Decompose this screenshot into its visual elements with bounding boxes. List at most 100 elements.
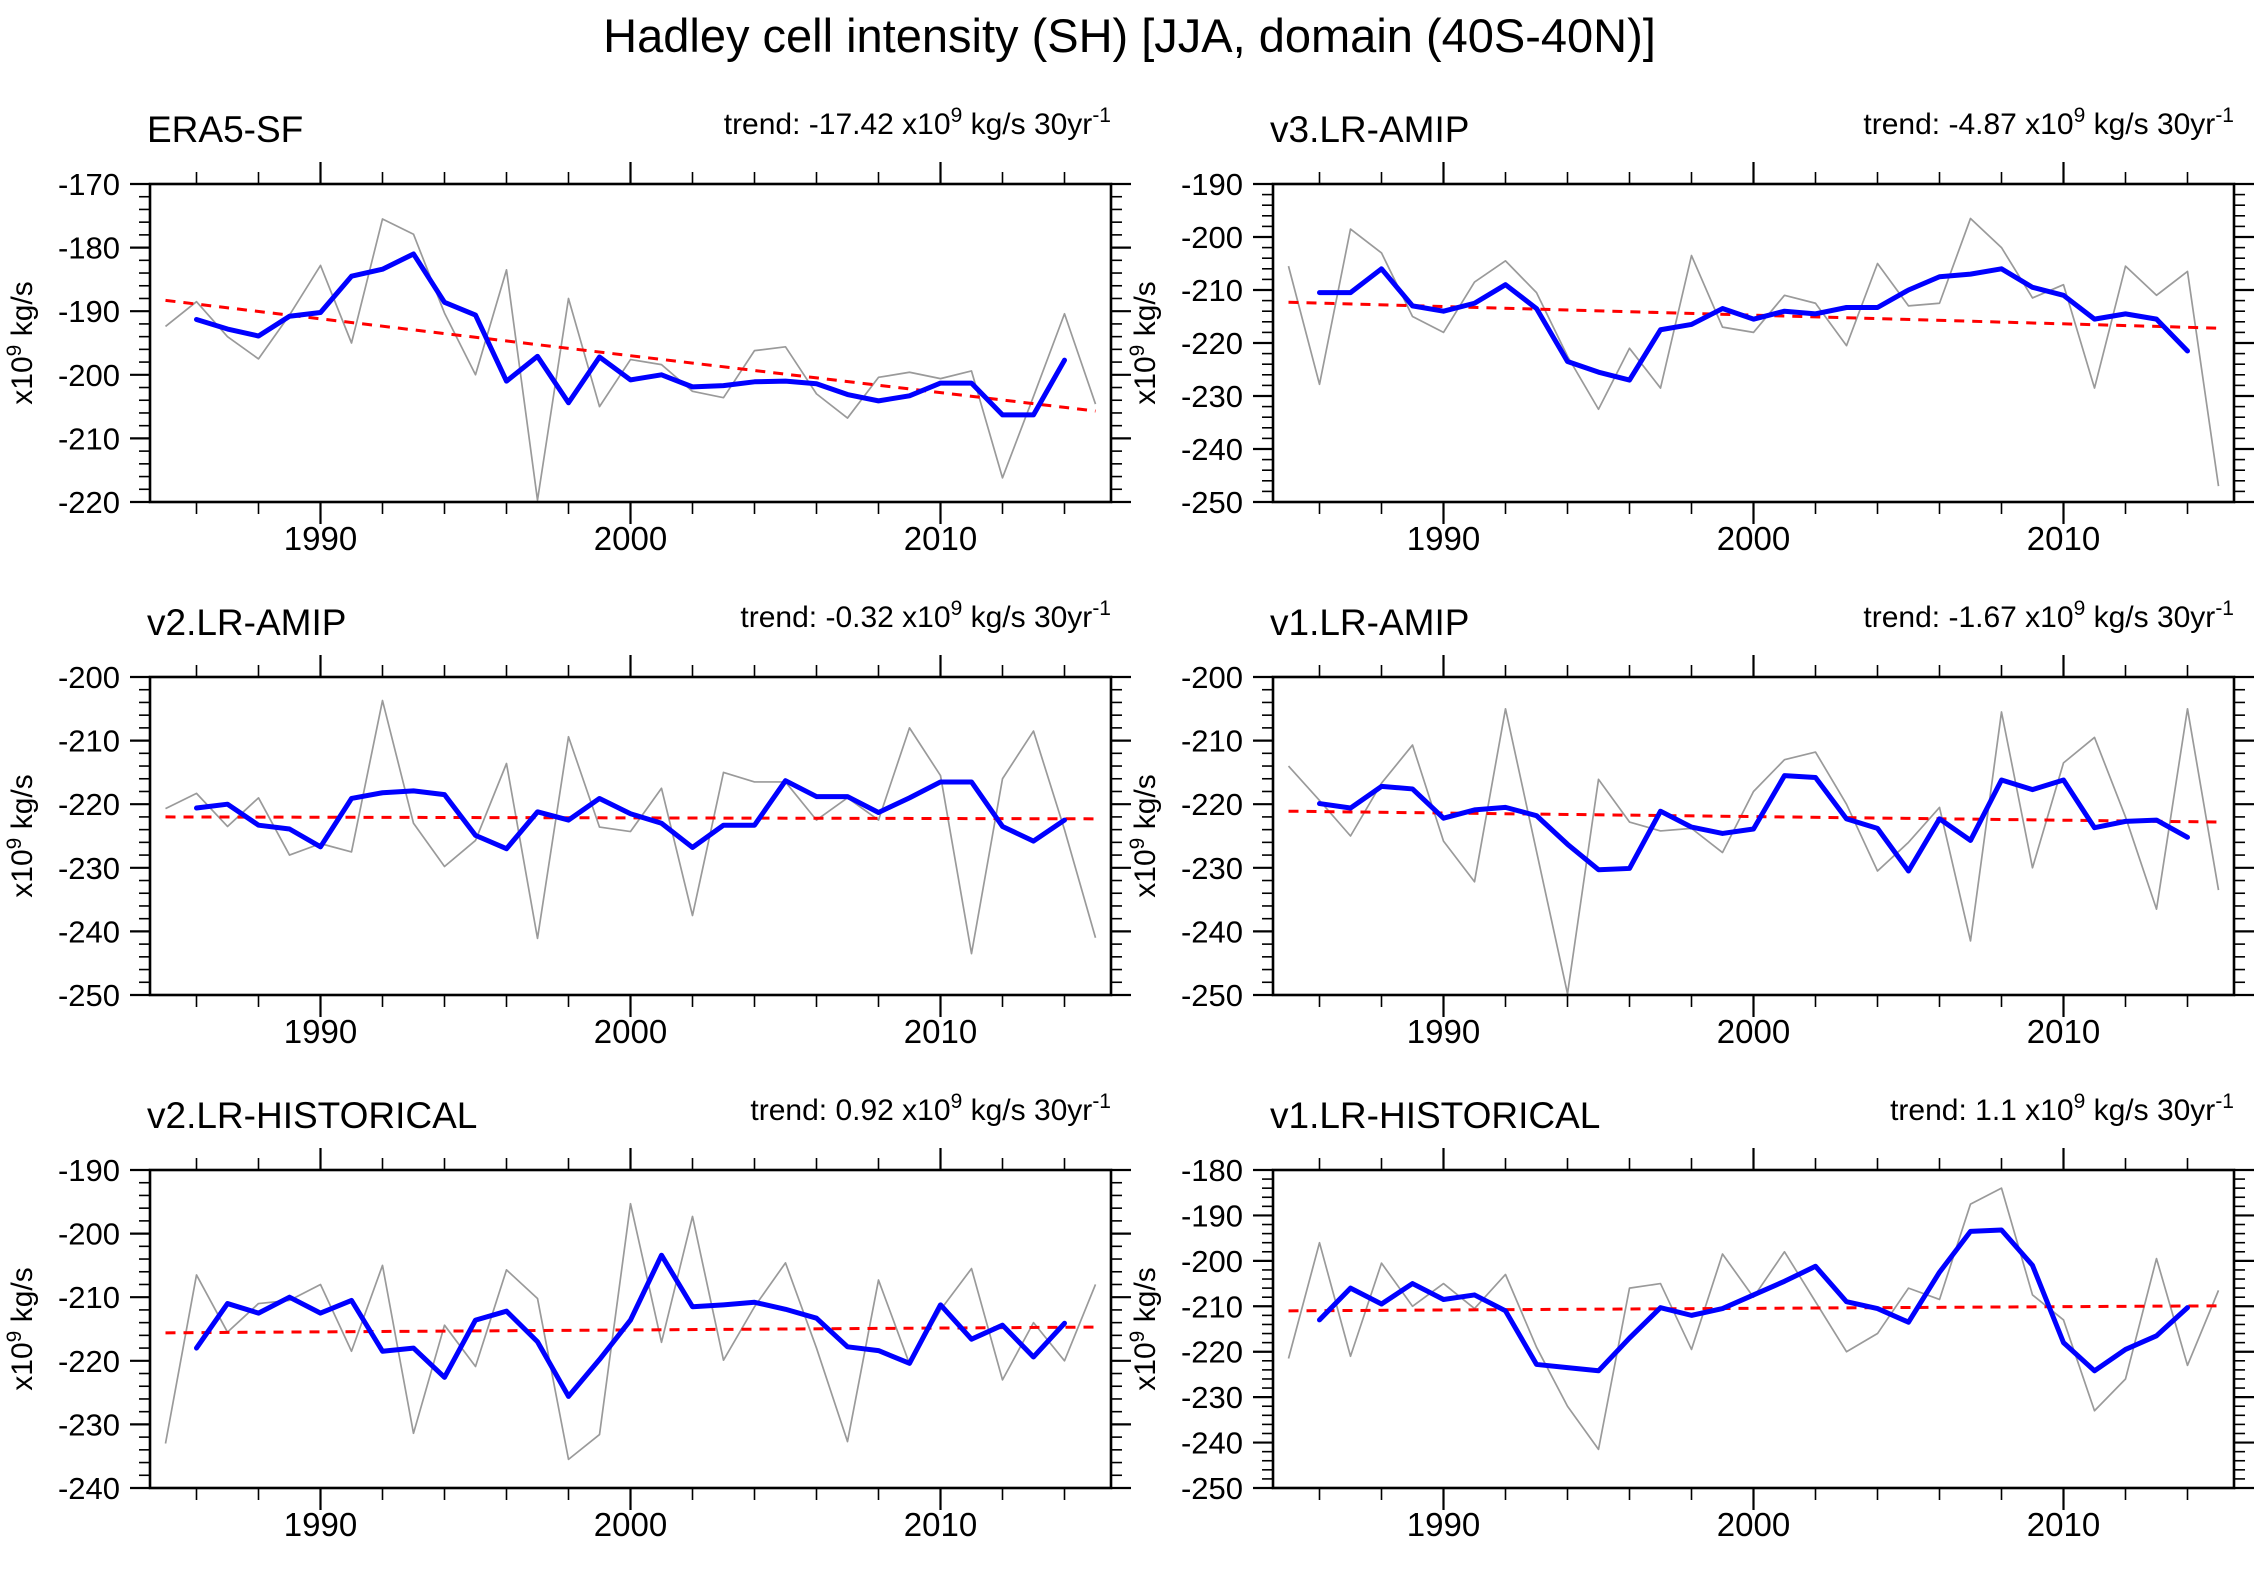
axis-ticks bbox=[1253, 1148, 2254, 1510]
x-tick-label: 1990 bbox=[284, 520, 357, 557]
x-tick-label: 1990 bbox=[1407, 520, 1480, 557]
y-tick-label: -220 bbox=[58, 485, 120, 520]
trend-line bbox=[1288, 300, 2219, 330]
y-tick-label: -230 bbox=[1181, 379, 1243, 414]
x-tick-label: 2000 bbox=[1717, 520, 1790, 557]
axis-ticks bbox=[1253, 655, 2254, 1017]
y-tick-label: -210 bbox=[58, 421, 120, 456]
plot-area: -170 -180 -190 -200 -210 -220 1990 2000 2010 bbox=[58, 162, 1131, 557]
smoothed-series-line bbox=[1317, 266, 2190, 383]
y-tick-label: -210 bbox=[1181, 1289, 1243, 1324]
y-tick-label: -240 bbox=[1181, 914, 1243, 949]
x-tick-label: 1990 bbox=[1407, 1013, 1480, 1050]
x-tick-label: 2010 bbox=[2027, 1506, 2100, 1543]
axis-tick-labels: -190 -200 -210 -220 -230 -240 -250 1990 2000 2010 bbox=[1181, 167, 2100, 557]
annual-series-line bbox=[164, 218, 1097, 501]
axis-ticks bbox=[130, 162, 1131, 524]
x-tick-label: 1990 bbox=[1407, 1506, 1480, 1543]
panel-v1-lr-amip: v1.LR-AMIP trend: -1.67 x109 kg/s 30yr-1… bbox=[1126, 597, 2254, 1050]
x-tick-label: 2000 bbox=[1717, 1013, 1790, 1050]
axis-ticks bbox=[130, 655, 1131, 1017]
panel-v2-lr-amip: v2.LR-AMIP trend: -0.32 x109 kg/s 30yr-1… bbox=[3, 597, 1131, 1050]
panel-title: v1.LR-AMIP bbox=[1270, 602, 1469, 643]
y-tick-label: -250 bbox=[1181, 1471, 1243, 1506]
y-tick-label: -190 bbox=[1181, 167, 1243, 202]
y-tick-label: -230 bbox=[58, 851, 120, 886]
y-tick-label: -210 bbox=[1181, 273, 1243, 308]
panel-v2-lr-historical: v2.LR-HISTORICAL trend: 0.92 x109 kg/s 3… bbox=[3, 1090, 1131, 1543]
x-tick-label: 1990 bbox=[284, 1506, 357, 1543]
y-tick-label: -230 bbox=[1181, 851, 1243, 886]
panel-title: v2.LR-AMIP bbox=[147, 602, 346, 643]
axis-ticks bbox=[130, 1148, 1131, 1510]
smoothed-series-line bbox=[1317, 1227, 2190, 1374]
smoothed-series-line bbox=[194, 251, 1067, 418]
panel-era5-sf: ERA5-SF trend: -17.42 x109 kg/s 30yr-1 x… bbox=[3, 104, 1131, 557]
y-tick-label: -200 bbox=[1181, 660, 1243, 695]
axes-box bbox=[148, 182, 1113, 504]
x-tick-label: 2010 bbox=[904, 1013, 977, 1050]
axis-tick-labels: -180 -190 -200 -210 -220 -230 -240 -250 1990 2000… bbox=[1181, 1153, 2100, 1543]
panel-v1-lr-historical: v1.LR-HISTORICAL trend: 1.1 x109 kg/s 30… bbox=[1126, 1090, 2254, 1543]
y-axis-label: x109 kg/s bbox=[3, 281, 39, 404]
y-tick-label: -200 bbox=[58, 358, 120, 393]
x-tick-label: 2000 bbox=[594, 520, 667, 557]
x-tick-label: 2000 bbox=[594, 1013, 667, 1050]
y-tick-label: -250 bbox=[58, 978, 120, 1013]
trend-line bbox=[165, 298, 1096, 413]
x-tick-label: 2010 bbox=[2027, 520, 2100, 557]
axis-ticks bbox=[1253, 162, 2254, 524]
figure-title: Hadley cell intensity (SH) [JJA, domain … bbox=[603, 9, 1656, 62]
y-tick-label: -190 bbox=[58, 1153, 120, 1188]
y-axis-label: x109 kg/s bbox=[1126, 774, 1162, 897]
panel-title: ERA5-SF bbox=[147, 109, 303, 150]
y-tick-label: -220 bbox=[58, 787, 120, 822]
axis-tick-labels: -200 -210 -220 -230 -240 -250 1990 2000 2010 bbox=[1181, 660, 2100, 1050]
plot-area: -190 -200 -210 -220 -230 -240 1990 2000 2010 bbox=[58, 1148, 1131, 1543]
y-tick-label: -250 bbox=[1181, 978, 1243, 1013]
y-tick-label: -200 bbox=[58, 660, 120, 695]
axis-tick-labels: -190 -200 -210 -220 -230 -240 1990 2000 2010 bbox=[58, 1153, 977, 1543]
axes-box bbox=[148, 675, 1113, 997]
panel-title: v1.LR-HISTORICAL bbox=[1270, 1095, 1600, 1136]
trend-line bbox=[1288, 809, 2219, 824]
smoothed-series-line bbox=[194, 778, 1067, 852]
trend-line bbox=[165, 1325, 1096, 1335]
trend-line bbox=[165, 815, 1096, 821]
y-axis-label: x109 kg/s bbox=[3, 1267, 39, 1390]
y-tick-label: -220 bbox=[58, 1344, 120, 1379]
y-tick-label: -220 bbox=[1181, 787, 1243, 822]
y-tick-label: -200 bbox=[1181, 220, 1243, 255]
y-axis-label: x109 kg/s bbox=[1126, 1267, 1162, 1390]
y-tick-label: -180 bbox=[58, 231, 120, 266]
x-tick-label: 2010 bbox=[2027, 1013, 2100, 1050]
y-tick-label: -180 bbox=[1181, 1153, 1243, 1188]
trend-annotation: trend: -1.67 x109 kg/s 30yr-1 bbox=[1863, 597, 2234, 634]
plot-area: -200 -210 -220 -230 -240 -250 1990 2000 2010 bbox=[1181, 655, 2254, 1050]
axis-tick-labels: -200 -210 -220 -230 -240 -250 1990 2000 2010 bbox=[58, 660, 977, 1050]
trend-annotation: trend: -0.32 x109 kg/s 30yr-1 bbox=[740, 597, 1111, 634]
y-tick-label: -200 bbox=[58, 1217, 120, 1252]
y-tick-label: -240 bbox=[58, 914, 120, 949]
panel-title: v3.LR-AMIP bbox=[1270, 109, 1469, 150]
axes-box bbox=[1271, 1168, 2236, 1490]
plot-area: -180 -190 -200 -210 -220 -230 -240 -250 1990 2000… bbox=[1181, 1148, 2254, 1543]
annual-series-line bbox=[164, 1202, 1097, 1461]
y-tick-label: -220 bbox=[1181, 1335, 1243, 1370]
plot-area: -190 -200 -210 -220 -230 -240 -250 1990 2000 2010 bbox=[1181, 162, 2254, 557]
axes-box bbox=[1271, 182, 2236, 504]
y-tick-label: -210 bbox=[58, 724, 120, 759]
y-tick-label: -240 bbox=[1181, 432, 1243, 467]
x-tick-label: 2010 bbox=[904, 1506, 977, 1543]
y-tick-label: -190 bbox=[1181, 1198, 1243, 1233]
y-tick-label: -250 bbox=[1181, 485, 1243, 520]
y-tick-label: -210 bbox=[58, 1280, 120, 1315]
annual-series-line bbox=[165, 699, 1097, 955]
smoothed-series-line bbox=[1317, 773, 2190, 874]
x-tick-label: 2000 bbox=[1717, 1506, 1790, 1543]
y-tick-label: -230 bbox=[1181, 1380, 1243, 1415]
axis-tick-labels: -170 -180 -190 -200 -210 -220 1990 2000 2010 bbox=[58, 167, 977, 557]
y-tick-label: -190 bbox=[58, 294, 120, 329]
panel-title: v2.LR-HISTORICAL bbox=[147, 1095, 477, 1136]
y-tick-label: -240 bbox=[58, 1471, 120, 1506]
